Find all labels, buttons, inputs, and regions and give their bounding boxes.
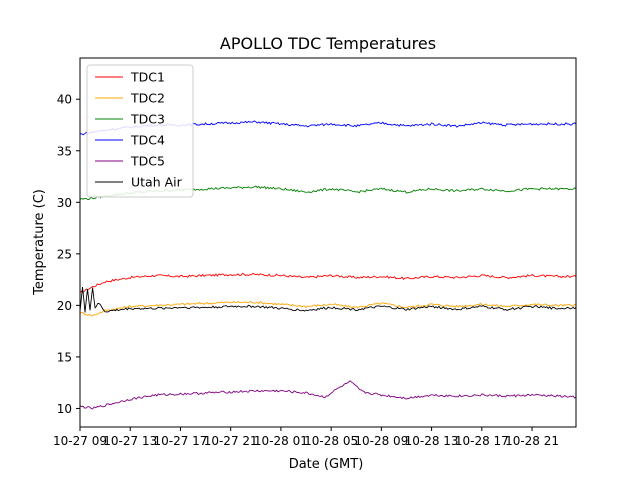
x-tick-label: 10-28 17 bbox=[455, 434, 509, 448]
series-line-tdc2 bbox=[80, 300, 576, 317]
x-tick-label: 10-28 09 bbox=[354, 434, 408, 448]
chart-title: APOLLO TDC Temperatures bbox=[220, 34, 436, 53]
x-tick-label: 10-28 21 bbox=[505, 434, 559, 448]
legend-label-tdc4: TDC4 bbox=[130, 133, 165, 148]
y-tick-label: 40 bbox=[57, 93, 72, 107]
x-tick-label: 10-27 17 bbox=[153, 434, 207, 448]
y-tick-label: 25 bbox=[57, 247, 72, 261]
x-tick-label: 10-28 01 bbox=[254, 434, 308, 448]
y-tick-label: 10 bbox=[57, 402, 72, 416]
series-line-tdc5 bbox=[80, 380, 576, 410]
plot-frame bbox=[79, 57, 577, 428]
y-axis-label: Temperature (C) bbox=[32, 189, 47, 296]
y-tick-label: 35 bbox=[57, 144, 72, 158]
x-tick-label: 10-27 21 bbox=[204, 434, 258, 448]
y-tick-label: 15 bbox=[57, 350, 72, 364]
legend-label-utah-air: Utah Air bbox=[131, 175, 183, 190]
series-line-tdc1 bbox=[80, 272, 576, 293]
legend-label-tdc2: TDC2 bbox=[130, 91, 165, 106]
y-tick-label: 30 bbox=[57, 196, 72, 210]
legend-label-tdc1: TDC1 bbox=[130, 70, 165, 85]
y-axis: 10 15 20 25 30 35 40 bbox=[57, 93, 80, 416]
x-axis-label: Date (GMT) bbox=[289, 457, 364, 472]
legend-label-tdc5: TDC5 bbox=[130, 154, 165, 169]
series-line-utah-air bbox=[80, 287, 576, 313]
x-tick-label: 10-28 05 bbox=[304, 434, 358, 448]
y-tick-label: 20 bbox=[57, 299, 72, 313]
x-tick-label: 10-27 13 bbox=[103, 434, 157, 448]
x-tick-label: 10-27 09 bbox=[53, 434, 107, 448]
legend-label-tdc3: TDC3 bbox=[130, 112, 165, 127]
legend: TDC1 TDC2 TDC3 TDC4 TDC5 Utah Air bbox=[86, 64, 194, 198]
x-tick-label: 10-28 13 bbox=[405, 434, 459, 448]
